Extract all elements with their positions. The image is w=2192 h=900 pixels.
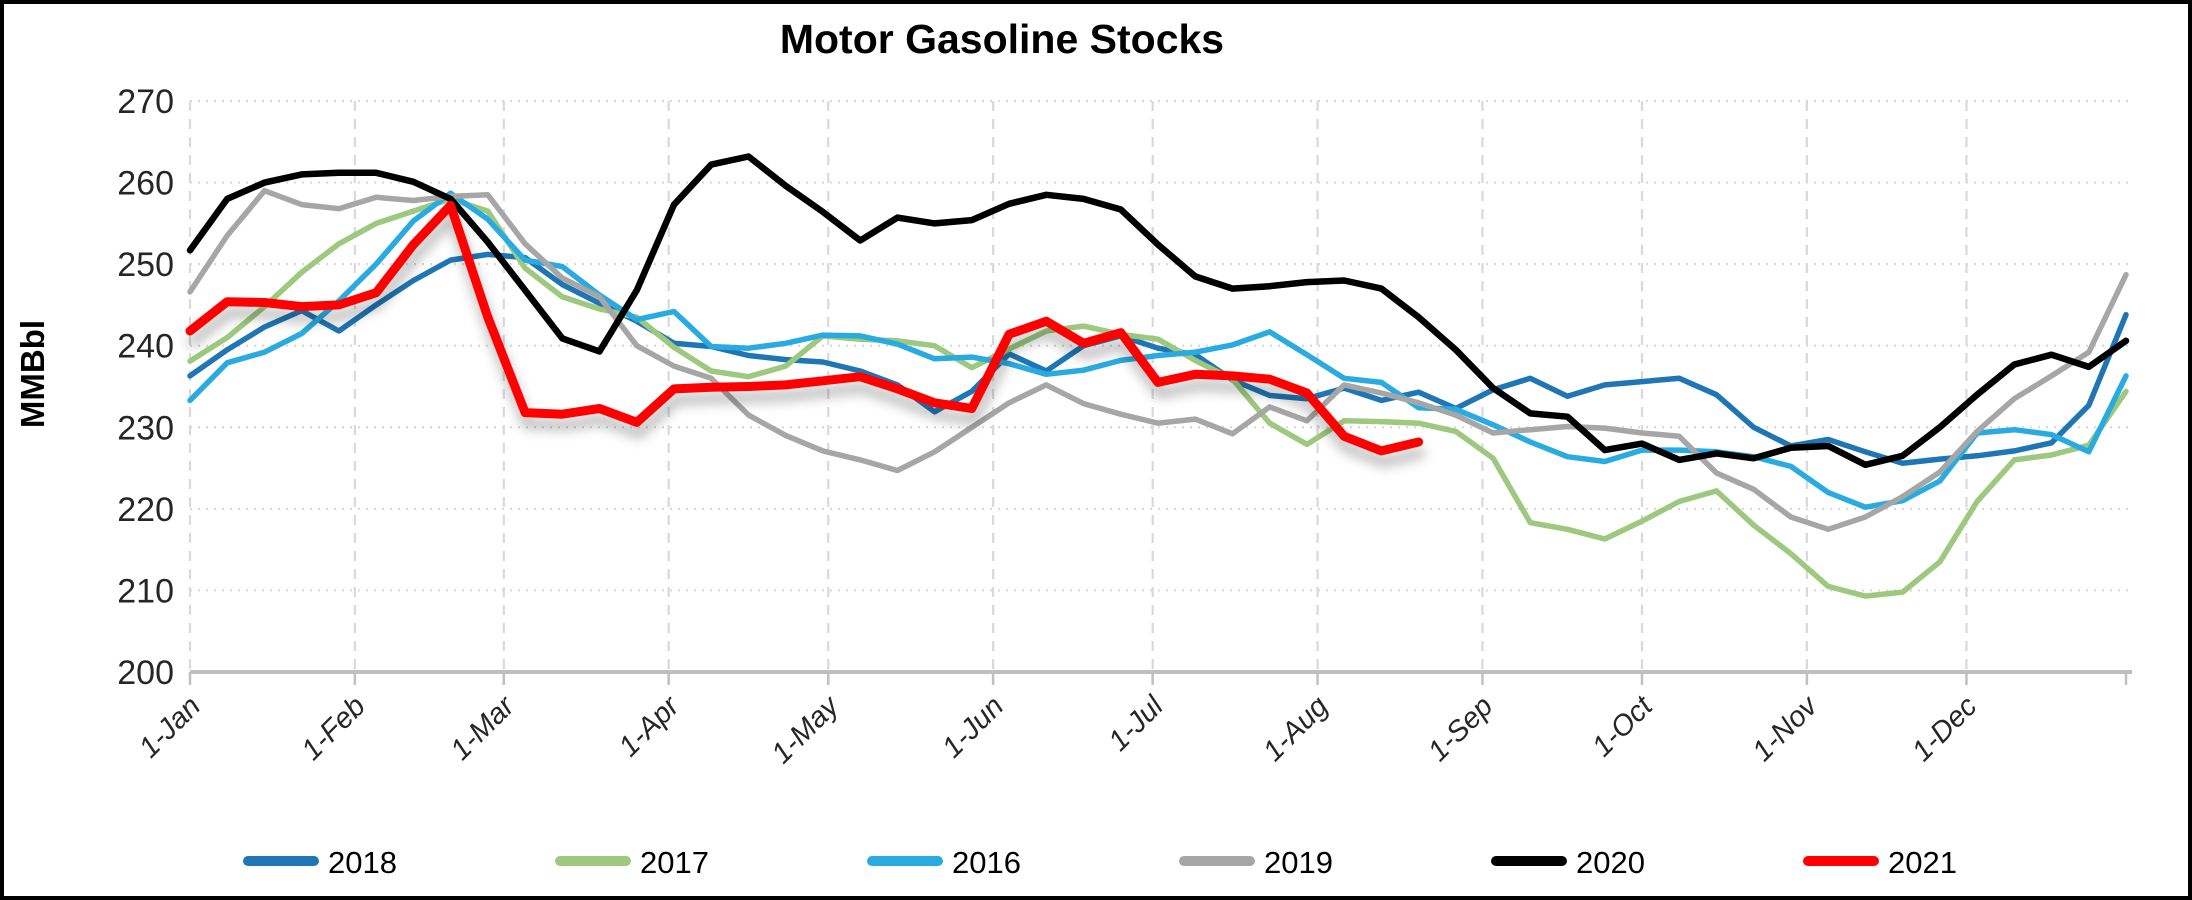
x-tick-label: 1-Oct — [1586, 689, 1660, 763]
x-tick-label: 1-Jan — [133, 690, 207, 764]
vertical-gridlines — [188, 101, 1968, 672]
y-tick-label: 240 — [117, 328, 174, 366]
y-tick-label: 230 — [117, 409, 174, 447]
x-tick-label: 1-Feb — [296, 690, 372, 766]
y-tick-labels: 200 210 220 230 240 250 260 270 — [117, 83, 174, 692]
legend-item-2017: 2017 — [555, 845, 709, 880]
x-tick-label: 1-May — [766, 689, 847, 770]
chart-title: Motor Gasoline Stocks — [780, 16, 1224, 62]
legend-item-2020: 2020 — [1491, 845, 1645, 880]
y-tick-label: 250 — [117, 246, 174, 284]
series-line-2020 — [186, 153, 2130, 469]
legend-label-2018: 2018 — [328, 845, 397, 880]
y-tick-label: 270 — [117, 83, 174, 121]
y-tick-label: 200 — [117, 654, 174, 692]
x-axis — [188, 670, 2132, 685]
legend-item-2018: 2018 — [243, 845, 397, 880]
horizontal-gridlines — [190, 99, 2132, 592]
legend-item-2016: 2016 — [867, 845, 1021, 880]
series-line-2018 — [187, 251, 2129, 466]
x-tick-label: 1-Jun — [936, 690, 1010, 764]
series-line-2016 — [187, 190, 2129, 510]
legend-label-2021: 2021 — [1888, 845, 1957, 880]
x-tick-labels: 1-Jan 1-Feb 1-Mar 1-Apr 1-May 1-Jun 1-Jul 1-Aug… — [133, 689, 1984, 770]
y-tick-label: 220 — [117, 491, 174, 529]
y-tick-label: 210 — [117, 572, 174, 610]
y-axis-label: MMBbl — [14, 320, 51, 428]
legend-label-2017: 2017 — [640, 845, 709, 880]
legend-item-2019: 2019 — [1179, 845, 1333, 880]
data-series — [185, 153, 2130, 599]
legend-label-2020: 2020 — [1576, 845, 1645, 880]
x-tick-label: 1-Mar — [445, 689, 522, 766]
x-tick-label: 1-Nov — [1747, 689, 1825, 767]
legend-label-2016: 2016 — [952, 845, 1021, 880]
series-line-2019 — [187, 187, 2129, 533]
legend: 2018 2017 2016 2019 2020 2021 — [243, 845, 1957, 880]
x-tick-label: 1-Dec — [1906, 690, 1984, 768]
x-tick-label: 1-Sep — [1422, 690, 1499, 767]
legend-label-2019: 2019 — [1264, 845, 1333, 880]
series-line-2021 — [185, 200, 1424, 456]
legend-item-2021: 2021 — [1803, 845, 1957, 880]
y-tick-label: 260 — [117, 165, 174, 203]
x-tick-label: 1-Apr — [613, 689, 687, 763]
x-tick-label: 1-Aug — [1257, 690, 1334, 767]
x-tick-label: 1-Jul — [1103, 689, 1171, 757]
series-line-2017 — [187, 196, 2129, 599]
